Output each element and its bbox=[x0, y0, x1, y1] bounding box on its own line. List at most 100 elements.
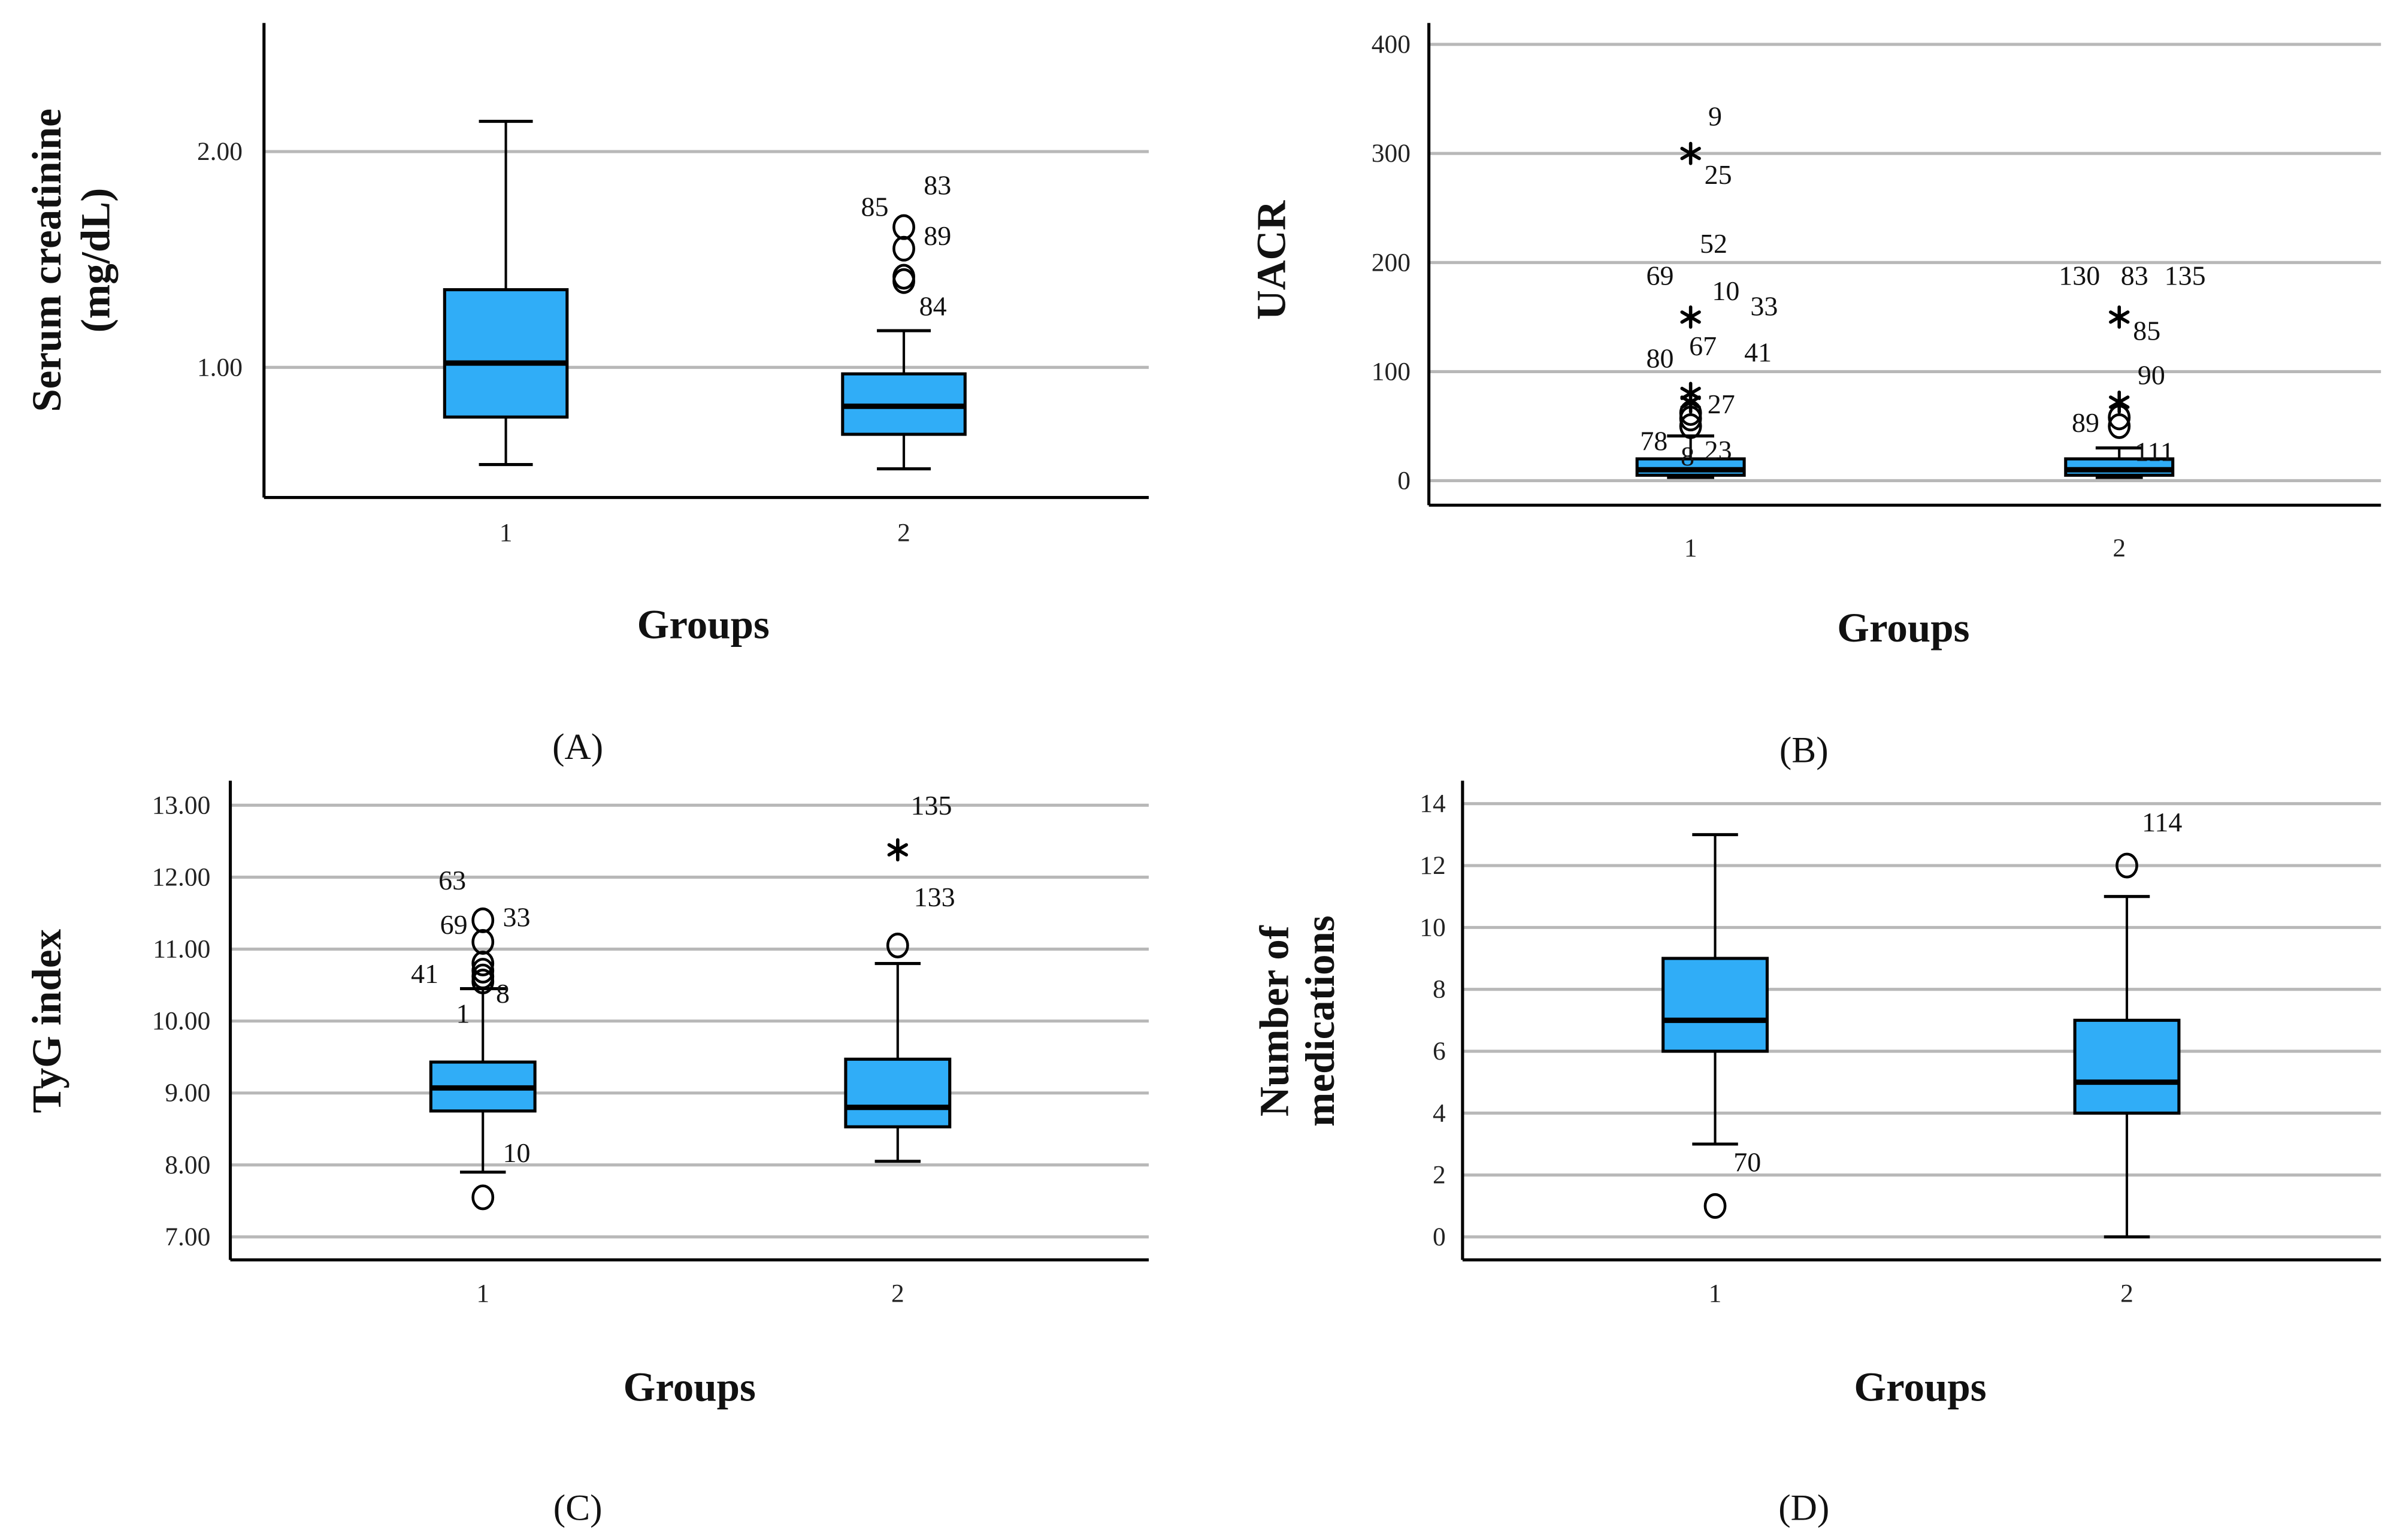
star-stroke bbox=[2109, 310, 2130, 324]
outlier-label: 52 bbox=[1700, 228, 1727, 259]
x-tick-label: 1 bbox=[1684, 534, 1697, 562]
outlier-point bbox=[471, 963, 495, 990]
star-stroke bbox=[1680, 310, 1701, 324]
y-tick-label: 0 bbox=[1397, 466, 1411, 495]
outlier-label: 133 bbox=[914, 882, 955, 912]
outlier-label: 10 bbox=[503, 1137, 530, 1168]
y-tick-label: 9.00 bbox=[165, 1079, 210, 1108]
outlier-point bbox=[892, 214, 915, 240]
y-tick-label: 10.00 bbox=[152, 1007, 211, 1036]
outlier-label: 83 bbox=[924, 170, 951, 201]
x-axis-title: Groups bbox=[1854, 1364, 1986, 1409]
iqr-box bbox=[1635, 457, 1746, 477]
y-tick-label: 300 bbox=[1372, 139, 1411, 168]
outlier-label: 41 bbox=[1744, 337, 1772, 367]
y-axis-title: Number of bbox=[1252, 925, 1297, 1117]
y-tick-label: 10 bbox=[1420, 913, 1445, 942]
outlier-label: 69 bbox=[1647, 261, 1674, 291]
iqr-box bbox=[2064, 457, 2175, 477]
y-tick-label: 14 bbox=[1420, 789, 1446, 818]
outlier-point bbox=[471, 907, 495, 933]
outlier-label: 8 bbox=[1681, 441, 1694, 471]
y-axis-title: TyG index bbox=[24, 928, 69, 1113]
chart-panel-c: 7.00 8.00 9.00 10.00 11.00 12.00 13.00 1 2 63 69 33… bbox=[24, 780, 1149, 1528]
y-tick-label: 200 bbox=[1372, 248, 1411, 277]
x-axis-title: Groups bbox=[637, 602, 770, 648]
box-group-1 bbox=[1635, 141, 1746, 479]
y-tick-label: 400 bbox=[1372, 30, 1411, 59]
box-group-2 bbox=[2073, 852, 2181, 1239]
y-tick-label: 0 bbox=[1433, 1223, 1446, 1251]
outlier-label: 8 bbox=[496, 978, 510, 1009]
y-tick-label: 7.00 bbox=[165, 1223, 210, 1251]
x-tick-label: 2 bbox=[891, 1279, 904, 1308]
x-axis-title: Groups bbox=[1837, 605, 1969, 651]
outlier-point bbox=[1703, 1193, 1727, 1219]
outlier-label: 78 bbox=[1640, 426, 1667, 456]
panel-label: (D) bbox=[1778, 1487, 1829, 1528]
outlier-label: 63 bbox=[438, 865, 466, 895]
outlier-label: 114 bbox=[2142, 807, 2182, 837]
iqr-box bbox=[844, 1057, 952, 1128]
star-stroke bbox=[1680, 386, 1701, 400]
y-tick-label: 4 bbox=[1433, 1099, 1446, 1127]
extreme-point-icon bbox=[2109, 305, 2130, 329]
outlier-label: 130 bbox=[2059, 261, 2100, 291]
y-tick-label: 8 bbox=[1433, 975, 1446, 1004]
outlier-label: 27 bbox=[1708, 389, 1735, 419]
outlier-label: 111 bbox=[2135, 436, 2174, 467]
x-tick-label: 1 bbox=[1709, 1279, 1722, 1308]
y-axis-title: (mg/dL) bbox=[73, 188, 119, 333]
outlier-label: 135 bbox=[2165, 261, 2206, 291]
y-axis-title: Serum creatinine bbox=[24, 108, 69, 412]
outlier-point bbox=[1679, 413, 1702, 439]
panel-label: (C) bbox=[553, 1487, 603, 1528]
y-tick-label: 2.00 bbox=[197, 137, 243, 166]
outlier-label: 89 bbox=[924, 220, 951, 251]
y-tick-label: 12.00 bbox=[152, 863, 211, 891]
y-tick-label: 13.00 bbox=[152, 791, 211, 819]
outlier-label: 1 bbox=[456, 998, 470, 1028]
box-group-1 bbox=[443, 120, 569, 467]
x-tick-label: 2 bbox=[897, 518, 910, 547]
outlier-label: 69 bbox=[440, 909, 468, 940]
outlier-label: 33 bbox=[1750, 291, 1778, 322]
outlier-label: 84 bbox=[919, 291, 947, 322]
outlier-label: 33 bbox=[503, 901, 530, 932]
outlier-point bbox=[471, 1184, 495, 1211]
y-tick-label: 11.00 bbox=[153, 935, 210, 964]
x-tick-label: 1 bbox=[476, 1279, 489, 1308]
outlier-label: 67 bbox=[1689, 331, 1717, 361]
extreme-point-icon bbox=[1680, 141, 1701, 165]
y-tick-label: 1.00 bbox=[197, 353, 243, 382]
chart-panel-b: 0 100 200 300 400 1 2 9 25 52 69 10 33 67 80 41 27 78 8 23 1… bbox=[1248, 23, 2381, 770]
extreme-point-icon bbox=[887, 838, 909, 862]
y-tick-label: 100 bbox=[1372, 357, 1411, 386]
x-tick-label: 2 bbox=[2112, 534, 2126, 562]
outlier-label: 85 bbox=[861, 192, 888, 222]
extreme-point-icon bbox=[1680, 305, 1701, 329]
outlier-point bbox=[2115, 852, 2138, 879]
outlier-label: 90 bbox=[2138, 360, 2165, 391]
iqr-box bbox=[443, 288, 569, 419]
panel-label: (B) bbox=[1779, 730, 1829, 770]
outlier-label: 85 bbox=[2133, 316, 2160, 346]
outlier-label: 23 bbox=[1705, 435, 1732, 465]
box-group-2 bbox=[2064, 305, 2175, 479]
star-stroke bbox=[887, 843, 909, 857]
box-group-1 bbox=[429, 907, 537, 1211]
y-tick-label: 6 bbox=[1433, 1037, 1446, 1066]
outlier-label: 9 bbox=[1708, 101, 1722, 132]
star-stroke bbox=[2109, 395, 2130, 409]
outlier-point bbox=[892, 235, 915, 262]
extreme-point-icon bbox=[2109, 390, 2130, 414]
x-axis-title: Groups bbox=[624, 1364, 756, 1409]
outlier-label: 70 bbox=[1733, 1146, 1761, 1177]
y-tick-label: 12 bbox=[1420, 851, 1445, 880]
outlier-label: 89 bbox=[2072, 407, 2099, 438]
outlier-label: 83 bbox=[2121, 261, 2148, 291]
y-axis-title: medications bbox=[1297, 915, 1343, 1127]
iqr-box bbox=[2073, 1018, 2181, 1115]
